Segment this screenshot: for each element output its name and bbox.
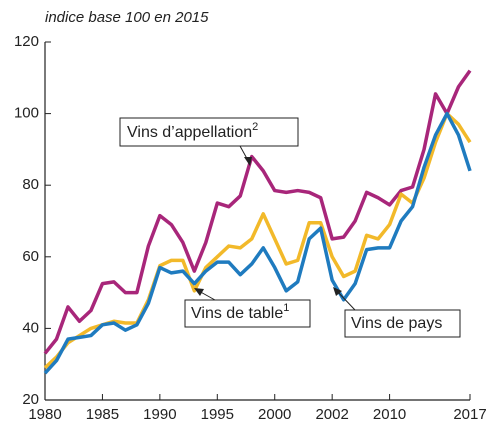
arrow-head	[194, 288, 204, 296]
series-label: Vins d’appellation2	[127, 121, 258, 141]
series-line	[43, 69, 472, 355]
footnote: 1	[283, 302, 289, 314]
y-tick-label: 40	[22, 319, 39, 336]
y-tick-label: 20	[22, 391, 39, 408]
y-tick-label: 100	[14, 105, 39, 122]
arrow-head	[333, 287, 342, 296]
x-tick-label: 1980	[28, 406, 61, 423]
arrow-head	[244, 157, 252, 166]
label-box	[184, 299, 311, 328]
x-tick-label: 1990	[143, 406, 176, 423]
x-tick-label: 2017	[453, 406, 486, 423]
chart-title: indice base 100 en 2015	[45, 9, 209, 26]
y-tick-label: 80	[22, 176, 39, 193]
x-tick-label: 1995	[201, 406, 234, 423]
series-name: Vins d’appellation	[127, 124, 252, 141]
x-tick-label: 1985	[86, 406, 119, 423]
x-tick-label: 2000	[258, 406, 291, 423]
x-tick-label: 2010	[373, 406, 406, 423]
series-label: Vins de pays	[351, 315, 442, 332]
footnote: 2	[252, 121, 258, 133]
series-label: Vins de table1	[191, 302, 289, 322]
y-tick-label: 60	[22, 248, 39, 265]
series-line	[43, 111, 472, 375]
label-box	[344, 309, 461, 338]
y-tick-label: 120	[14, 33, 39, 50]
x-tick-label: 2002	[315, 406, 348, 423]
series-line	[43, 111, 472, 370]
series-name: Vins de table	[191, 305, 283, 322]
label-box	[119, 117, 299, 147]
